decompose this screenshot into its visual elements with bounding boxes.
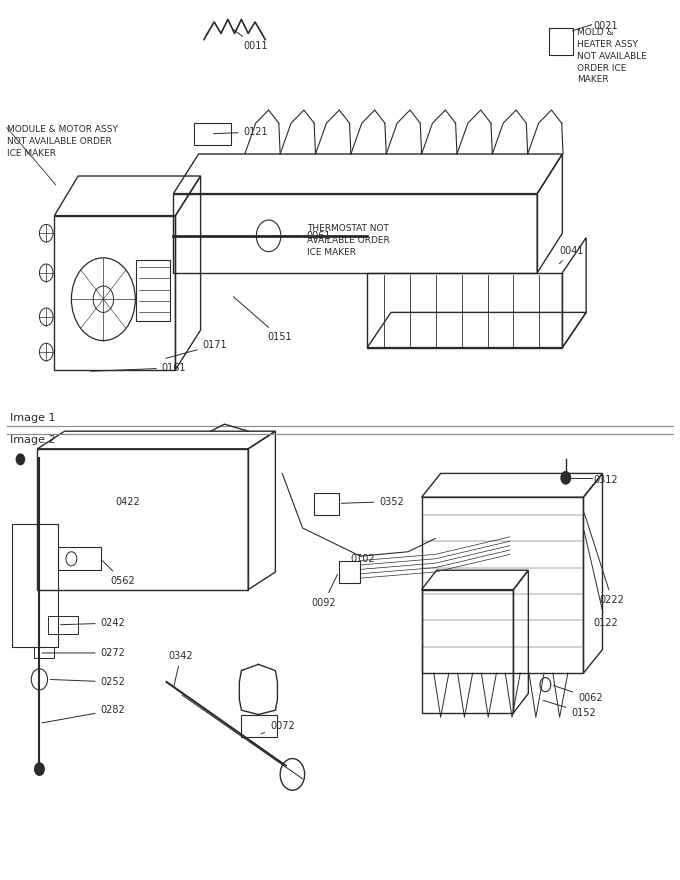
Text: 0151: 0151: [233, 297, 292, 342]
Text: 0282: 0282: [42, 705, 125, 722]
Text: 0062: 0062: [554, 686, 602, 703]
Text: 0312: 0312: [594, 474, 618, 485]
Text: THERMOSTAT NOT
AVAILABLE ORDER
ICE MAKER: THERMOSTAT NOT AVAILABLE ORDER ICE MAKER: [307, 224, 390, 257]
Circle shape: [35, 763, 44, 775]
Bar: [136, 260, 170, 321]
Text: 0102: 0102: [350, 554, 375, 564]
Text: Image 1: Image 1: [10, 414, 56, 423]
Text: 0171: 0171: [166, 340, 227, 358]
Text: 0092: 0092: [311, 575, 337, 608]
Text: Image 2: Image 2: [10, 435, 56, 444]
Text: 0342: 0342: [169, 650, 193, 686]
Text: 0242: 0242: [61, 618, 125, 628]
Text: MOLD &
HEATER ASSY
NOT AVAILABLE
ORDER ICE
MAKER: MOLD & HEATER ASSY NOT AVAILABLE ORDER I…: [577, 28, 647, 84]
Text: 0422: 0422: [116, 496, 140, 507]
Text: MODULE & MOTOR ASSY
NOT AVAILABLE ORDER
ICE MAKER: MODULE & MOTOR ASSY NOT AVAILABLE ORDER …: [7, 125, 118, 158]
Bar: [339, 561, 360, 583]
Text: 0562: 0562: [103, 561, 135, 586]
Circle shape: [561, 472, 571, 484]
Text: 0161: 0161: [91, 363, 186, 373]
Bar: [194, 123, 231, 145]
Text: 0011: 0011: [233, 30, 268, 51]
Text: 0072: 0072: [261, 721, 294, 734]
Text: 0122: 0122: [584, 531, 617, 628]
Text: 0041: 0041: [559, 246, 583, 264]
Text: 0272: 0272: [42, 648, 126, 658]
Text: 0222: 0222: [584, 513, 625, 605]
Text: 0121: 0121: [214, 127, 268, 137]
Text: 0021: 0021: [594, 21, 618, 32]
Text: 0152: 0152: [543, 700, 596, 718]
Text: 0252: 0252: [50, 677, 126, 687]
Text: 0061: 0061: [271, 231, 330, 241]
Circle shape: [16, 454, 24, 465]
Text: 0352: 0352: [341, 496, 404, 507]
